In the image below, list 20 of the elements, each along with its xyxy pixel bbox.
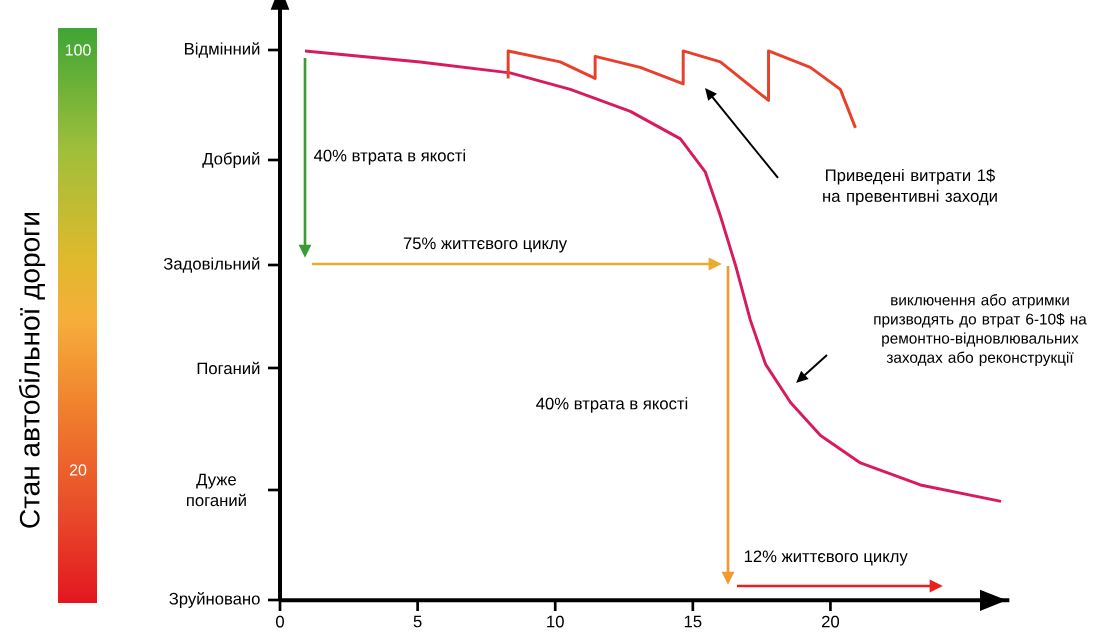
x-tick-label: 15 (684, 615, 702, 628)
text: Добрий (202, 152, 260, 168)
annotation: виключення або атримки призводять до втрат 6-10$ на ремонтно-відновлювальних заходах або реконструкції (874, 294, 1087, 366)
text: Задовільний (163, 257, 260, 273)
text: 20 (69, 464, 87, 476)
text: Дуже поганий (187, 473, 246, 507)
x-tick-label: 5 (413, 615, 422, 628)
annotation: 40% втрата в якості (536, 397, 688, 413)
annotation: 12% життєвого циклу (744, 550, 908, 566)
annotation: 40% втрата в якості (313, 149, 466, 165)
x-tick-label: 10 (547, 615, 564, 628)
x-tick-label: 20 (822, 615, 840, 628)
text: Поганий (197, 361, 260, 375)
text: Відмінний (185, 42, 260, 58)
text: Стан автобільної дороги (18, 212, 46, 528)
text: 100 (65, 44, 91, 56)
annotation: 75% життєвого циклу (403, 237, 568, 253)
annotation: Приведені витрати 1$ на превентивні заходи (823, 168, 997, 206)
x-tick-label: 0 (276, 615, 284, 628)
text: Зруйновано (169, 592, 260, 608)
